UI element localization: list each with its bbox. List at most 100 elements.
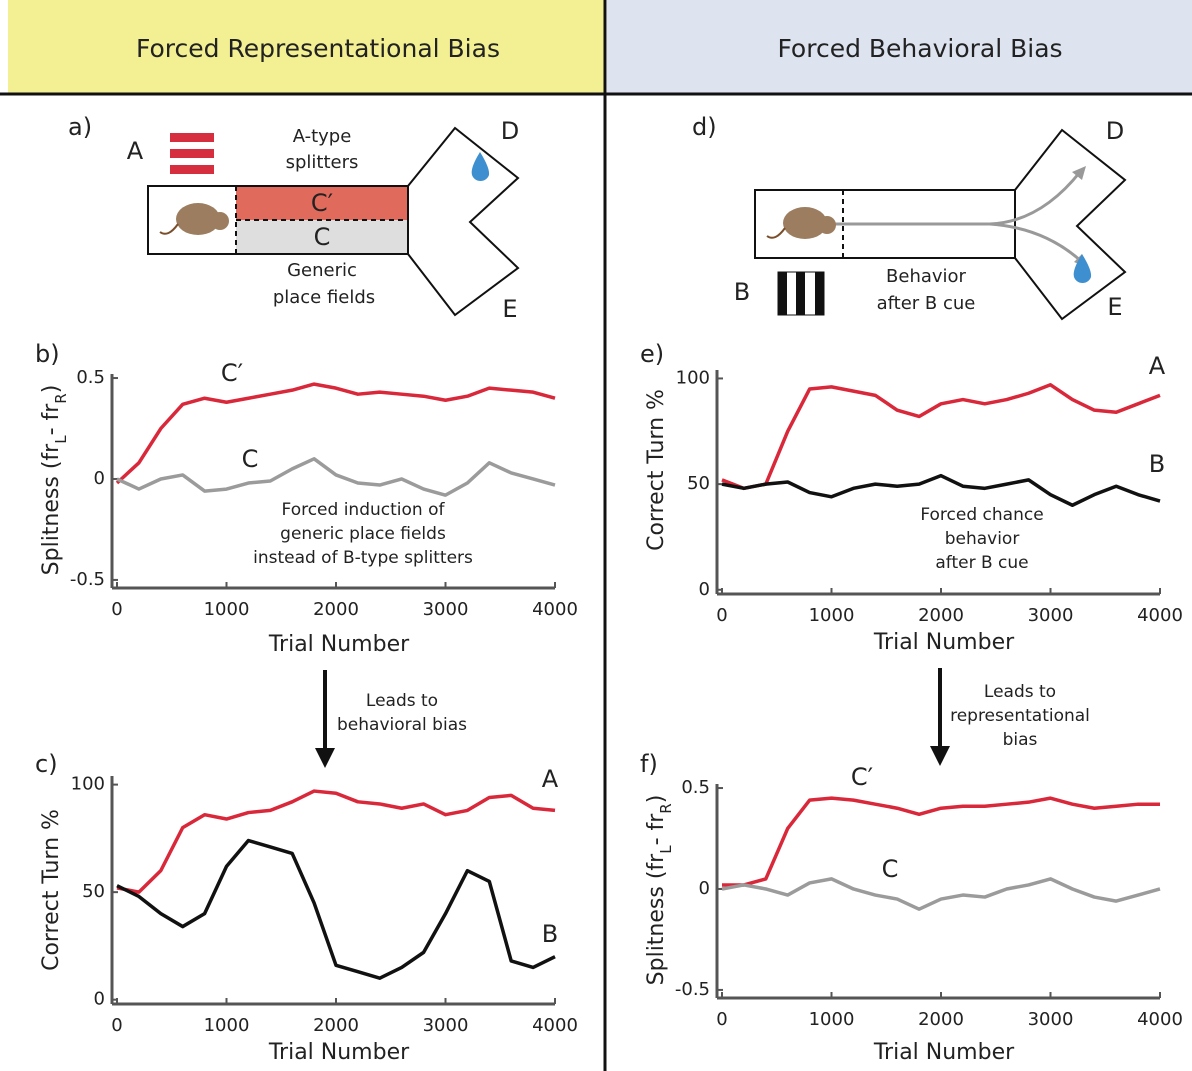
- y-tick-label: 100: [71, 774, 105, 795]
- mouse-head: [818, 216, 836, 234]
- water-drop: [472, 152, 489, 181]
- x-tick-label: 4000: [532, 1015, 578, 1036]
- series-line: [117, 384, 555, 483]
- x-axis-label: Trial Number: [268, 1040, 410, 1065]
- y-tick-label: 100: [676, 367, 710, 388]
- y-tick-label: 50: [687, 473, 710, 494]
- x-tick-label: 1000: [204, 1015, 250, 1036]
- annotation: instead of B-type splitters: [253, 548, 473, 568]
- arm-label: C′: [311, 189, 333, 217]
- flow-note: Leads to: [984, 682, 1056, 702]
- x-axis-label: Trial Number: [873, 630, 1015, 655]
- y-tick-label: -0.5: [70, 569, 105, 590]
- x-axis-label: Trial Number: [268, 632, 410, 657]
- x-tick-label: 4000: [532, 599, 578, 620]
- series-line: [117, 459, 555, 495]
- mouse-tail: [767, 228, 785, 238]
- behavior-label: after B cue: [877, 293, 976, 314]
- y-tick-label: 0: [94, 468, 105, 489]
- cue-stripe: [170, 149, 214, 158]
- y-axis-label: Correct Turn %: [644, 389, 669, 551]
- mouse-head: [211, 212, 229, 230]
- zone-label: place fields: [273, 287, 375, 308]
- header: Forced Behavioral Bias: [777, 34, 1062, 63]
- x-tick-label: 0: [111, 1015, 122, 1036]
- y-axis-label-part: Splitness (fr: [39, 443, 64, 576]
- cue-label: B: [734, 278, 750, 306]
- x-tick-label: 3000: [423, 599, 469, 620]
- panel-letter: b): [35, 340, 60, 368]
- diagram-d: d) B Behavior after B cue D E: [692, 113, 1125, 321]
- x-tick-label: 2000: [313, 599, 359, 620]
- x-tick-label: 3000: [423, 1015, 469, 1036]
- y-axis-label-part: - fr: [644, 813, 669, 846]
- y-axis-label-part: - fr: [39, 403, 64, 436]
- cue-stripe: [170, 133, 214, 142]
- series-label: C: [882, 855, 899, 883]
- x-tick-label: 2000: [918, 605, 964, 626]
- series-line: [722, 385, 1160, 489]
- flow-arrow-head: [315, 748, 335, 768]
- y-axis-label-part: Splitness (fr: [644, 853, 669, 986]
- end-label: E: [1107, 293, 1122, 321]
- y-axis-label-part: R: [657, 803, 675, 813]
- x-tick-label: 0: [716, 605, 727, 626]
- y-tick-label: 0: [94, 989, 105, 1010]
- path-arrow: [832, 172, 1080, 224]
- zone-label: A-type: [293, 126, 352, 147]
- y-tick-label: -0.5: [675, 979, 710, 1000]
- behavior-label: Behavior: [886, 266, 967, 287]
- panel-letter: c): [35, 750, 58, 778]
- series-label: B: [1149, 450, 1165, 478]
- x-tick-label: 4000: [1137, 605, 1183, 626]
- series-label: A: [1149, 352, 1166, 380]
- y-axis-label: Splitness (frL- frR): [39, 385, 70, 576]
- y-axis-label: Splitness (frL- frR): [644, 795, 675, 986]
- cue-stripe: [778, 272, 787, 315]
- x-tick-label: 4000: [1137, 1009, 1183, 1030]
- series-line: [722, 798, 1160, 885]
- figure: Forced Representational Bias Forced Beha…: [0, 0, 1192, 1071]
- series-line: [117, 791, 555, 892]
- mouse-tail: [160, 224, 178, 234]
- flow-arrow-head: [930, 746, 950, 766]
- panel-letter: e): [640, 340, 664, 368]
- flow-note: Leads to: [366, 691, 438, 711]
- cue-stripe: [170, 165, 214, 174]
- y-axis-label-part: Correct Turn %: [644, 389, 669, 551]
- series-label: C′: [221, 359, 243, 387]
- end-label: D: [501, 117, 519, 145]
- x-tick-label: 3000: [1028, 605, 1074, 626]
- x-tick-label: 2000: [313, 1015, 359, 1036]
- series-label: A: [542, 765, 559, 793]
- x-tick-label: 0: [716, 1009, 727, 1030]
- y-axis-label-part: ): [644, 795, 669, 804]
- y-axis-label-part: ): [39, 385, 64, 394]
- x-tick-label: 1000: [809, 605, 855, 626]
- series-line: [722, 476, 1160, 506]
- y-axis-label-part: Correct Turn %: [39, 809, 64, 971]
- arms: [1015, 130, 1125, 319]
- annotation: Forced chance: [920, 505, 1043, 525]
- cue-label: A: [127, 137, 144, 165]
- y-axis-label: Correct Turn %: [39, 809, 64, 971]
- x-tick-label: 1000: [204, 599, 250, 620]
- annotation: generic place fields: [280, 524, 446, 544]
- series-label: C′: [851, 763, 873, 791]
- flow-note: bias: [1003, 730, 1038, 750]
- series-line: [722, 879, 1160, 909]
- annotation: after B cue: [935, 553, 1028, 573]
- arm-label: C: [314, 223, 331, 251]
- end-label: D: [1106, 117, 1124, 145]
- path-arrow: [990, 224, 1082, 262]
- cue-stripe: [815, 272, 824, 315]
- y-tick-label: 0.5: [681, 777, 710, 798]
- series-line: [117, 841, 555, 979]
- series-label: C: [242, 445, 259, 473]
- x-tick-label: 3000: [1028, 1009, 1074, 1030]
- zone-label: Generic: [287, 260, 357, 281]
- x-tick-label: 2000: [918, 1009, 964, 1030]
- y-tick-label: 0: [699, 579, 710, 600]
- panel-letter: f): [640, 750, 658, 778]
- y-tick-label: 50: [82, 881, 105, 902]
